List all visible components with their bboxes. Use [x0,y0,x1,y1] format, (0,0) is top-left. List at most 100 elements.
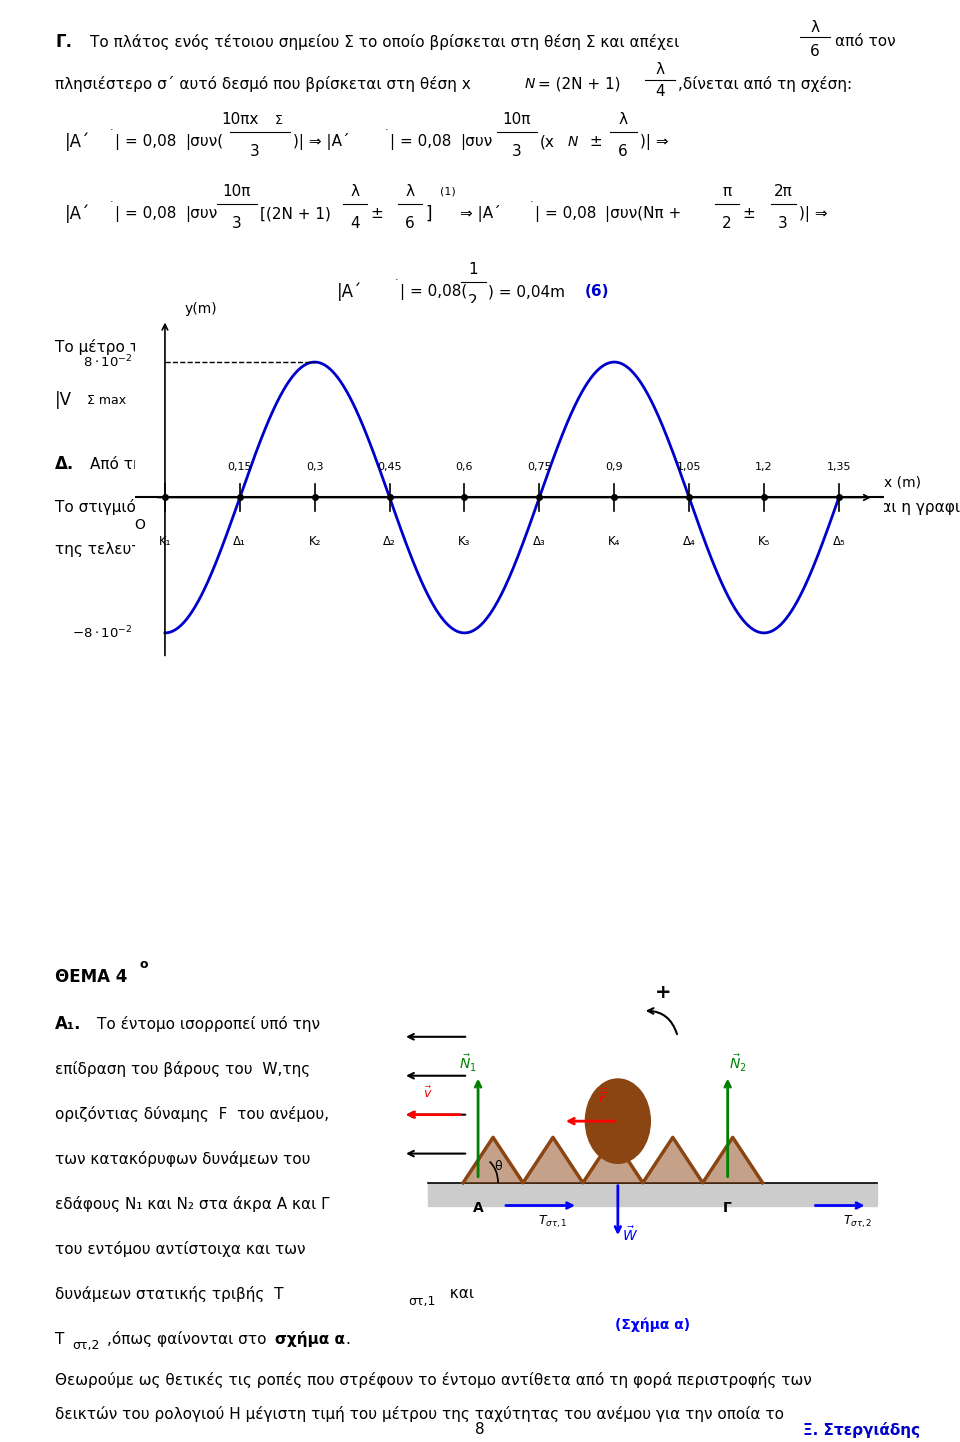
Text: 0,15: 0,15 [228,461,252,472]
Text: λ: λ [350,185,359,199]
Text: Σ max: Σ max [87,394,126,407]
Text: | = 2πf|A΄: | = 2πf|A΄ [370,391,444,408]
Text: Δ.: Δ. [55,456,74,473]
Text: της τελευταίας σχέσης:: της τελευταίας σχέσης: [55,541,240,557]
Text: ⇒ |A΄: ⇒ |A΄ [460,206,501,222]
Text: 0,3: 0,3 [306,461,324,472]
Text: ·: · [385,125,389,136]
Text: ·: · [395,275,398,286]
Text: Γ.: Γ. [55,33,72,50]
Text: = (2N + 1): = (2N + 1) [538,76,620,91]
Text: θ: θ [494,1159,502,1172]
Text: | = 0,08: | = 0,08 [390,134,451,150]
Text: Θεωρούμε ως θετικές τις ροπές που στρέφουν το έντομο αντίθετα από τη φορά περιστ: Θεωρούμε ως θετικές τις ροπές που στρέφο… [55,1371,812,1389]
Text: Σ max: Σ max [540,394,579,407]
Text: ±: ± [742,206,755,222]
Text: 10π: 10π [503,112,531,127]
Text: λ: λ [405,185,415,199]
Text: Το στιγμιότυπο: Το στιγμιότυπο [55,499,173,515]
Text: Από τη: Από τη [90,456,143,472]
Text: 4: 4 [350,216,360,232]
Text: 3: 3 [512,144,522,160]
Text: 0,6: 0,6 [456,461,473,472]
Text: ±: ± [585,134,603,150]
Text: $\vec{N}_2$: $\vec{N}_2$ [729,1053,747,1074]
Text: 3: 3 [572,467,582,482]
Text: $-8 \cdot 10^{-2}$: $-8 \cdot 10^{-2}$ [72,624,132,642]
Text: |A΄: |A΄ [65,205,90,224]
Text: (6): (6) [493,368,509,376]
Text: εδάφους N₁ και N₂ στα άκρα Α και Γ: εδάφους N₁ και N₂ στα άκρα Α και Γ [55,1195,329,1211]
Text: 0,9: 0,9 [606,461,623,472]
Text: ο: ο [140,957,149,970]
Text: ) = 0,04m: ) = 0,04m [488,284,565,300]
Text: Σ: Σ [275,114,283,127]
Text: 6: 6 [810,45,820,59]
Text: 10π: 10π [223,185,252,199]
Text: |A΄: |A΄ [65,133,90,151]
Text: δυνάμεων στατικής τριβής  T: δυνάμεων στατικής τριβής T [55,1286,283,1302]
Text: | ⇒ |V: | ⇒ |V [232,392,276,408]
Text: |συν(: |συν( [185,134,223,150]
Text: K₄: K₄ [608,535,620,548]
Text: επίδραση του βάρους του  W,της: επίδραση του βάρους του W,της [55,1061,310,1077]
Text: | = ω|A΄: | = ω|A΄ [145,391,208,408]
Text: (6): (6) [585,284,610,300]
Text: Το μέτρο της μέγιστης ταχύτητας του σημείου Σ είναι:: Το μέτρο της μέγιστης ταχύτητας του σημε… [55,339,481,355]
Text: 8: 8 [475,1422,485,1438]
Text: ⇒|V: ⇒|V [485,391,516,410]
Text: 0,45: 0,45 [377,461,402,472]
Text: (1): (1) [440,187,456,198]
Text: του εντόμου αντίστοιχα και των: του εντόμου αντίστοιχα και των [55,1242,305,1257]
Text: |συν: |συν [185,206,217,222]
Text: Δ₅: Δ₅ [832,535,845,548]
Text: 3: 3 [251,144,260,160]
Text: των κατακόρυφων δυνάμεων του: των κατακόρυφων δυνάμεων του [55,1151,310,1167]
Text: | = 0,08: | = 0,08 [115,206,177,222]
Text: σχήμα α: σχήμα α [275,1331,345,1347]
Text: οριζόντιας δύναμης  F  του ανέμου,: οριζόντιας δύναμης F του ανέμου, [55,1106,329,1122]
Text: 10πx: 10πx [222,112,258,127]
Text: π: π [723,185,732,199]
Text: (Σχήμα α): (Σχήμα α) [615,1318,690,1332]
Text: 1,2: 1,2 [756,461,773,472]
Text: 6: 6 [405,216,415,232]
Text: K₅: K₅ [757,535,770,548]
Circle shape [586,1079,650,1164]
Text: από τον: από τον [835,35,896,49]
Text: 3: 3 [232,216,242,232]
Text: | = 0,08: | = 0,08 [115,134,177,150]
Text: 1,35: 1,35 [827,461,852,472]
Text: T: T [55,1331,64,1347]
Text: 2: 2 [785,505,793,518]
Text: του στάσιμου κύματος για το τμήμα ΟΔ τη χρονική στιγμή t: του στάσιμου κύματος για το τμήμα ΟΔ τη … [185,499,649,515]
Text: ΘΕΜΑ 4: ΘΕΜΑ 4 [55,968,128,986]
Text: $8 \cdot 10^{-2}$: $8 \cdot 10^{-2}$ [83,353,132,371]
Text: Δ₁: Δ₁ [233,535,247,548]
Text: Δ₃: Δ₃ [533,535,545,548]
Text: λ: λ [656,62,664,78]
Text: )| ⇒: )| ⇒ [799,206,828,222]
Text: N: N [525,76,536,91]
Text: στ,1: στ,1 [408,1295,436,1308]
Text: | = 0,08(: | = 0,08( [400,284,468,300]
Text: |: | [478,392,483,408]
Text: ·: · [530,198,534,208]
Text: και: και [440,1286,474,1302]
Text: Το πλάτος ενός τέτοιου σημείου Σ το οποίο βρίσκεται στη θέση Σ και απέχει: Το πλάτος ενός τέτοιου σημείου Σ το οποί… [90,35,680,50]
Text: λ: λ [810,20,820,35]
Text: Σ max: Σ max [310,394,349,407]
Text: δεικτών του ρολογιού Η μέγιστη τιμή του μέτρου της ταχύτητας του ανέμου για την : δεικτών του ρολογιού Η μέγιστη τιμή του … [55,1406,784,1422]
Text: x (m): x (m) [884,474,921,489]
Text: |συν: |συν [460,134,492,150]
Text: ·: · [110,125,113,136]
Bar [428,1182,877,1206]
Text: Α₁.: Α₁. [55,1015,82,1032]
Text: 1,05: 1,05 [677,461,702,472]
Text: πλησιέστερο σ΄ αυτό δεσμό που βρίσκεται στη θέση x: πλησιέστερο σ΄ αυτό δεσμό που βρίσκεται … [55,76,470,92]
Text: $T_{\sigma\tau,2}$: $T_{\sigma\tau,2}$ [843,1214,873,1230]
Text: ±: ± [370,206,383,222]
Text: (2): (2) [155,457,177,472]
Text: 6: 6 [618,144,628,160]
Text: A: A [472,1201,484,1216]
